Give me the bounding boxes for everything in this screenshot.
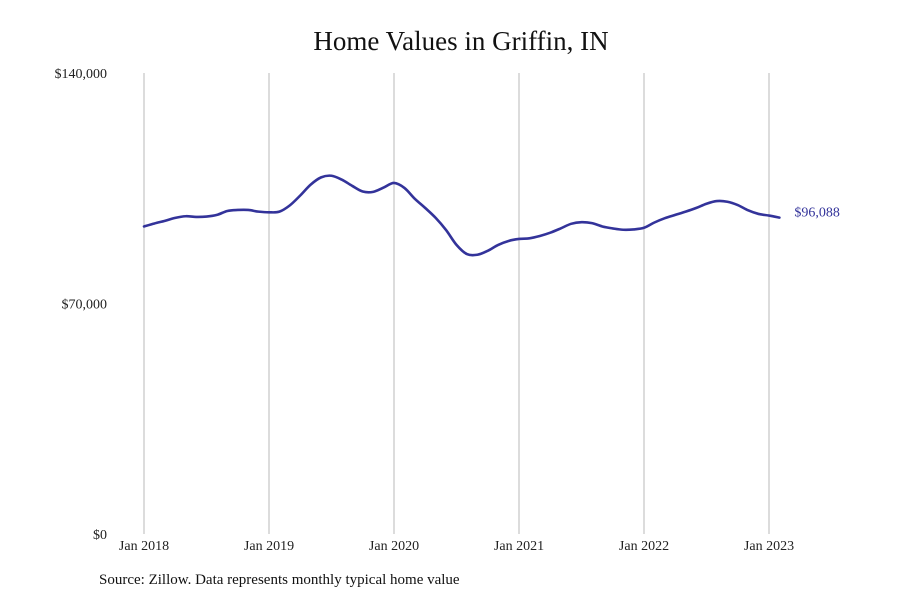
- x-tick-label: Jan 2023: [744, 539, 794, 554]
- y-tick-label: $70,000: [62, 298, 108, 313]
- x-tick-label: Jan 2018: [119, 539, 169, 554]
- x-tick-label: Jan 2021: [494, 539, 544, 554]
- series-end-value-label: $96,088: [794, 206, 840, 221]
- source-note: Source: Zillow. Data represents monthly …: [99, 572, 460, 588]
- x-tick-label: Jan 2022: [619, 539, 669, 554]
- series-line-0: [142, 174, 781, 257]
- y-axis-tick-labels: $0 $70,000 $140,000: [55, 67, 108, 543]
- x-tick-label: Jan 2019: [244, 539, 294, 554]
- y-tick-label: $0: [93, 528, 107, 543]
- chart-title: Home Values in Griffin, IN: [313, 26, 609, 56]
- series-layer: $96,088: [142, 174, 840, 257]
- y-tick-label: $140,000: [55, 67, 108, 82]
- gridlines: [143, 73, 770, 534]
- x-tick-label: Jan 2020: [369, 539, 419, 554]
- x-axis-tick-labels: Jan 2018 Jan 2019 Jan 2020 Jan 2021 Jan 2022…: [119, 539, 794, 554]
